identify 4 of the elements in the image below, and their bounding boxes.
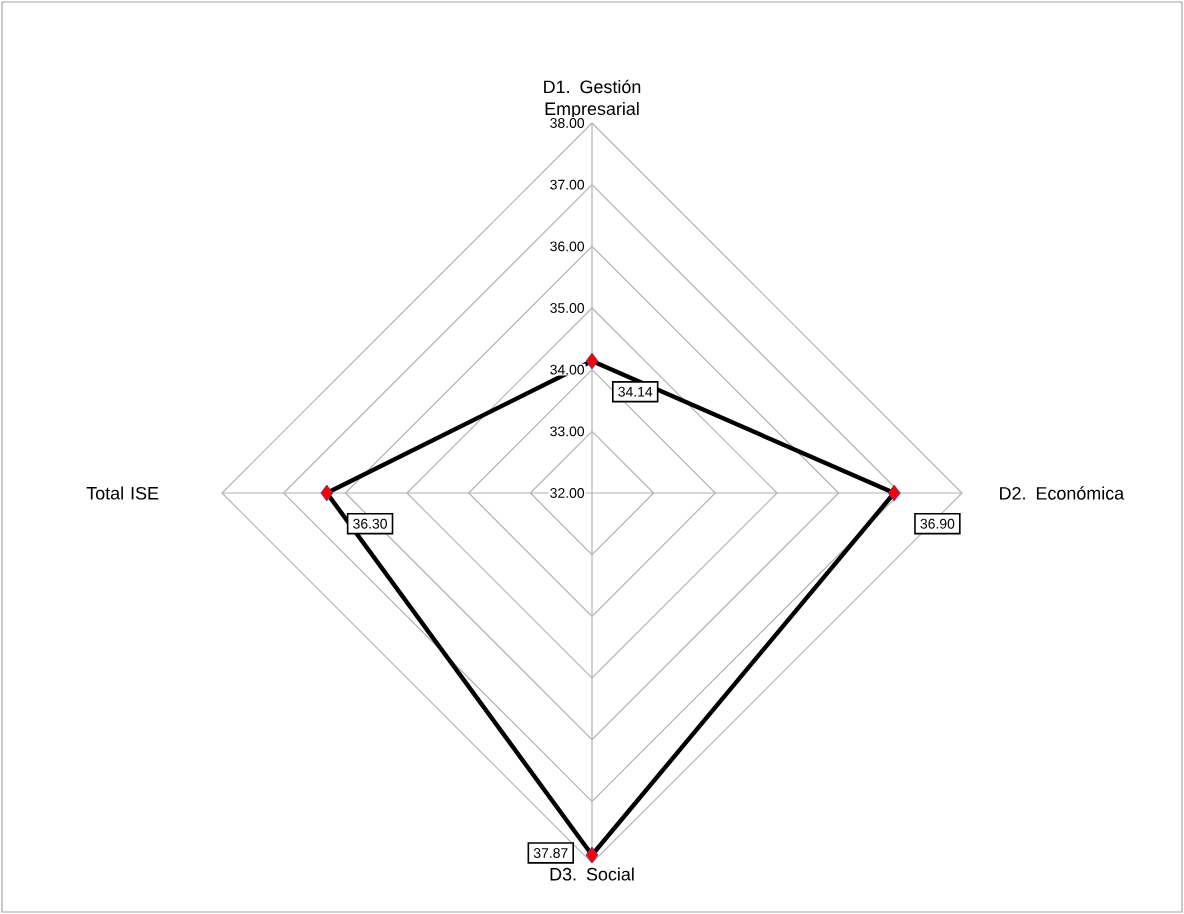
spoke-label: Total ISE (86, 486, 159, 500)
spoke-label: D2. Económica (1000, 486, 1125, 500)
spoke-label: D1. Gestión Empresarial (544, 79, 641, 119)
spoke-label: D3. Social (550, 867, 634, 881)
